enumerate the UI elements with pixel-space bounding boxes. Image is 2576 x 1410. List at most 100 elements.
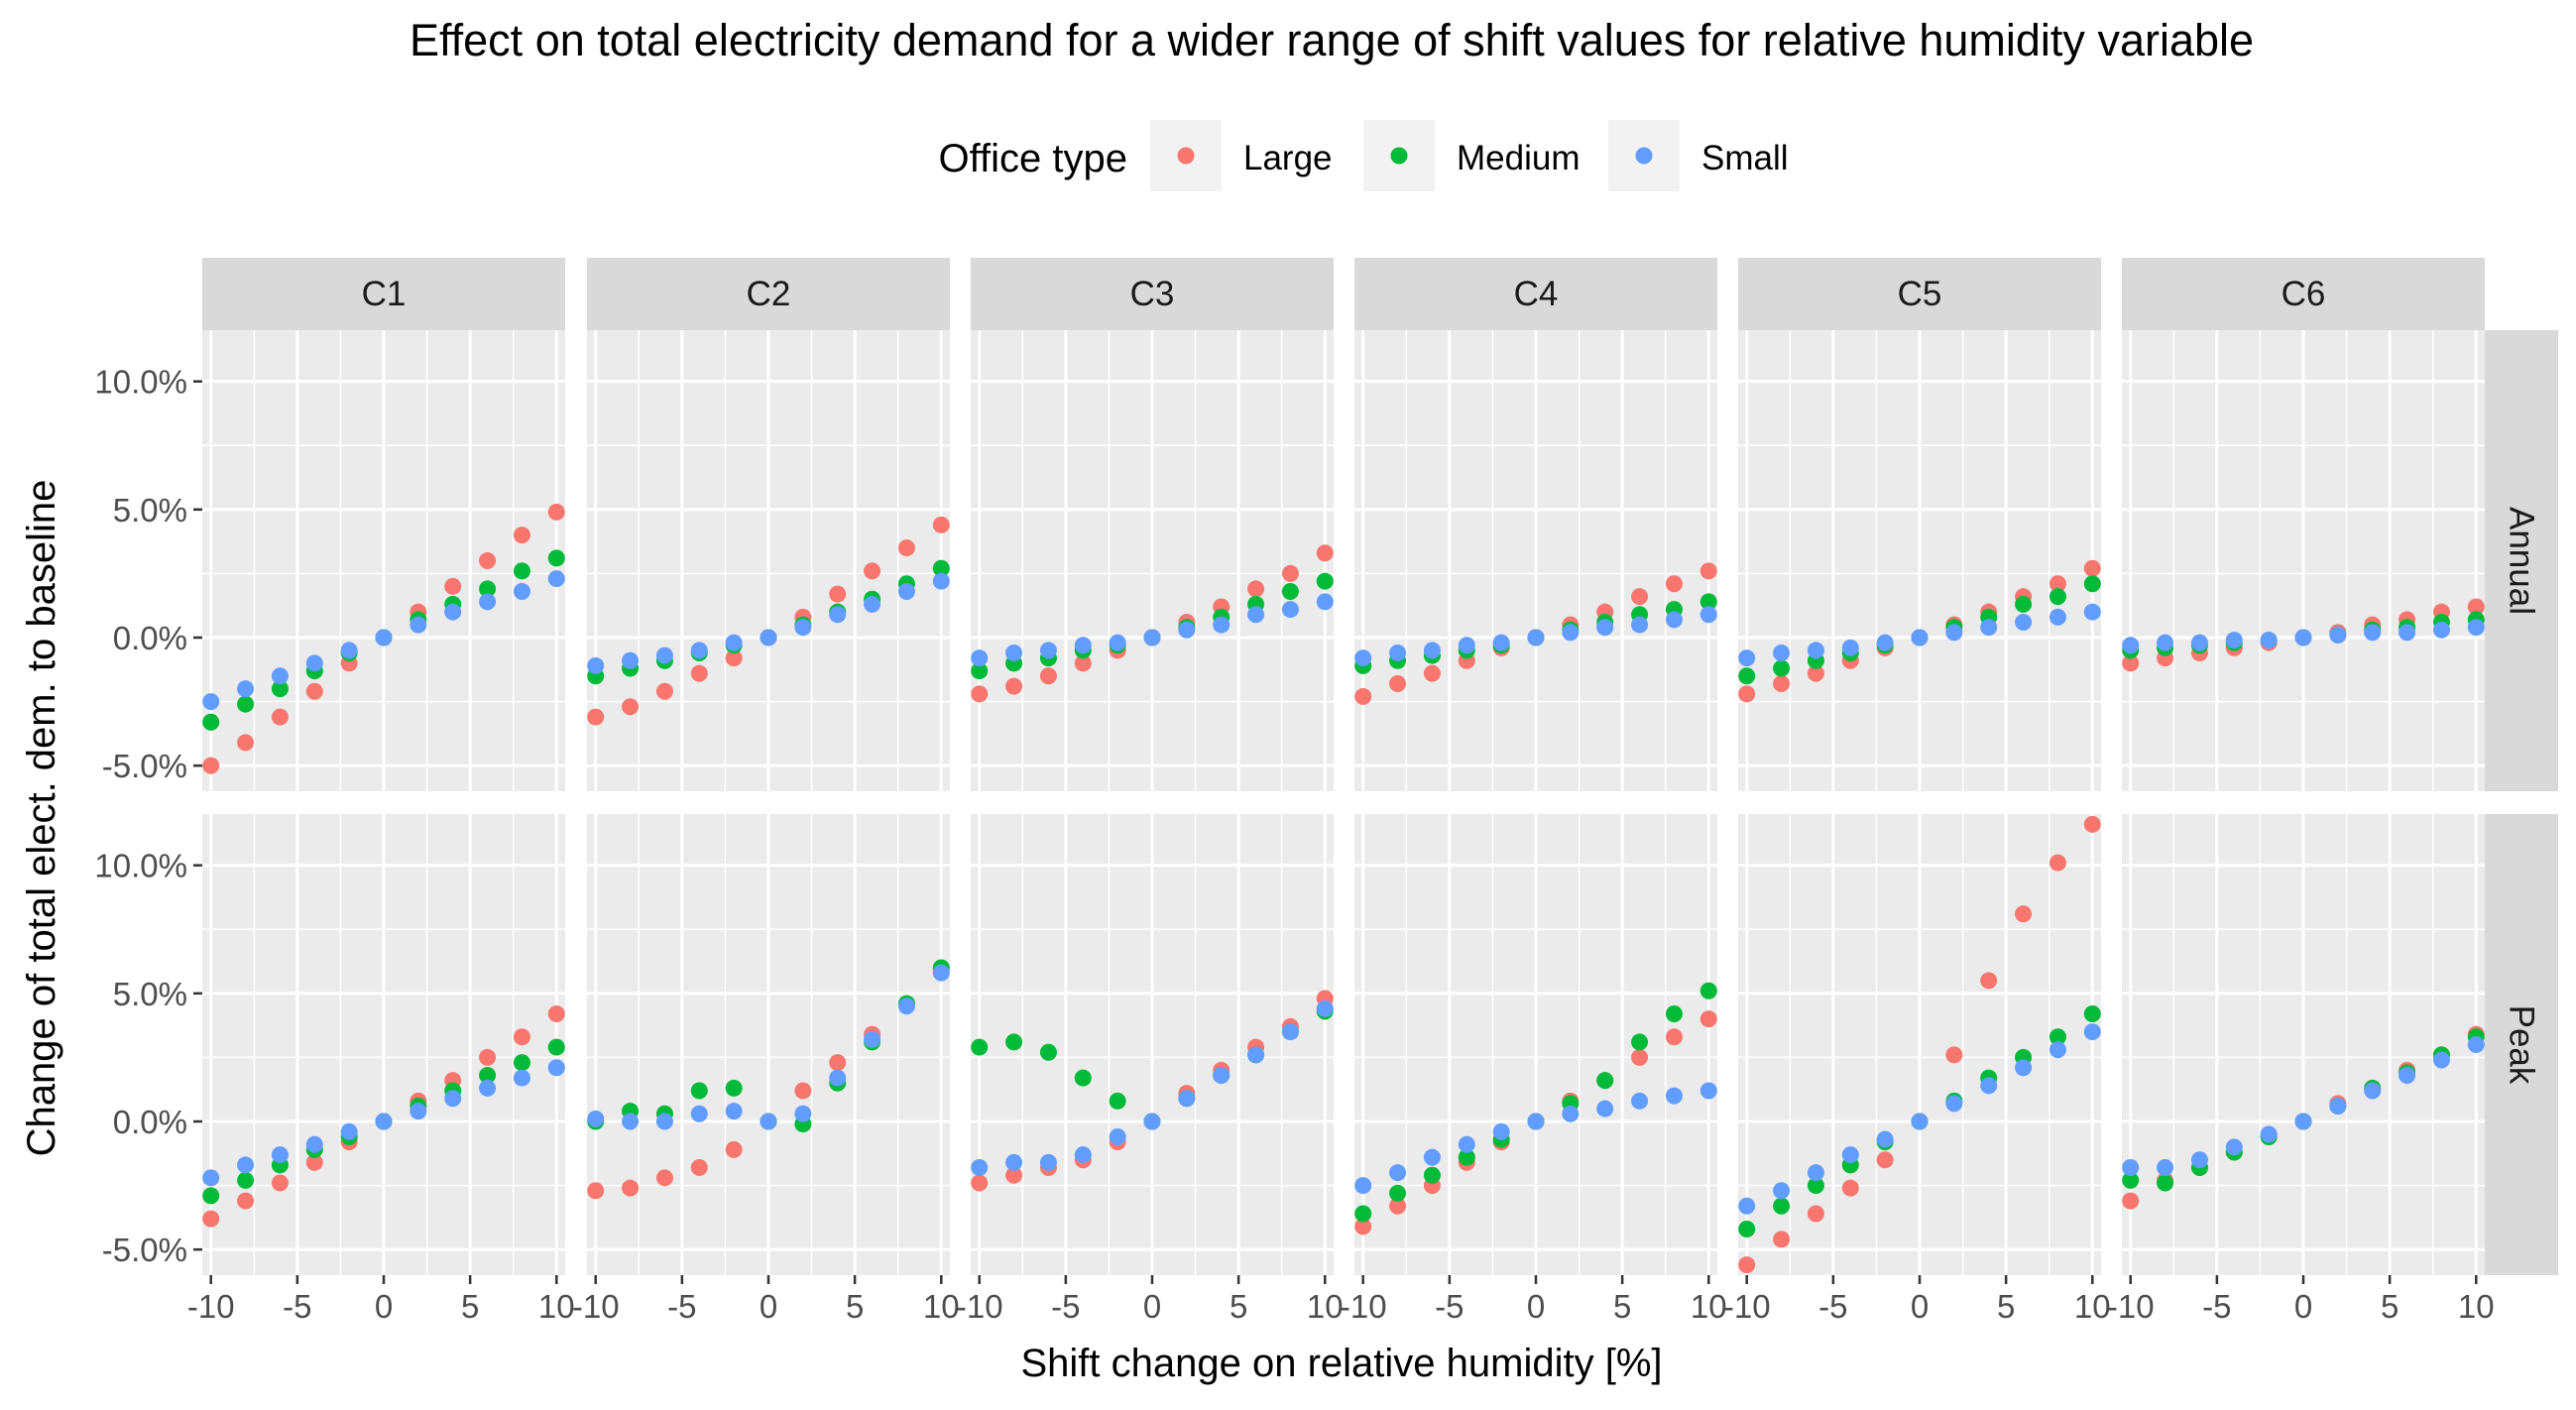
- data-point: [794, 619, 812, 637]
- y-tick-label: 5.0%: [113, 492, 187, 529]
- legend-item-small: Small: [1608, 120, 1789, 191]
- data-point: [897, 539, 915, 557]
- data-point: [237, 1171, 255, 1189]
- data-point: [2083, 1005, 2101, 1022]
- x-tick-label: -5: [1051, 1288, 1080, 1325]
- data-point: [1665, 611, 1683, 629]
- data-point: [2432, 621, 2450, 639]
- data-point: [1911, 629, 1929, 646]
- data-point: [271, 708, 289, 726]
- data-point: [725, 1140, 743, 1158]
- series-small-annual-c6: [2122, 619, 2485, 654]
- data-point: [1005, 677, 1023, 695]
- data-point: [1527, 1113, 1545, 1130]
- y-tick-label: 5.0%: [113, 976, 187, 1012]
- data-point: [1143, 1113, 1161, 1130]
- data-point: [2015, 595, 2033, 613]
- data-point: [932, 572, 950, 590]
- data-point: [1178, 1090, 1196, 1108]
- x-tick-label: 0: [2294, 1288, 2312, 1325]
- data-point: [1841, 1179, 1859, 1197]
- strip-label: C2: [747, 275, 791, 313]
- y-tick-label: -5.0%: [102, 1232, 187, 1268]
- strip-c6: C6: [2122, 258, 2485, 330]
- data-point: [1109, 1092, 1126, 1110]
- data-point: [2083, 559, 2101, 577]
- x-tick-label: 10: [538, 1288, 575, 1325]
- x-tick-label: 5: [1613, 1288, 1631, 1325]
- y-axis-label: Change of total elect. dem. to baseline: [20, 480, 63, 1157]
- data-point: [1005, 1166, 1023, 1184]
- data-point: [1807, 1164, 1824, 1182]
- data-point: [1247, 1046, 1265, 1064]
- panel-peak-c2: [587, 814, 950, 1275]
- strip-annual: Annual: [2485, 330, 2558, 791]
- x-axis-label: Shift change on relative humidity [%]: [1020, 1342, 1662, 1385]
- data-point: [2157, 634, 2174, 651]
- data-point: [829, 606, 847, 624]
- data-point: [1247, 580, 1265, 598]
- strip-c4: C4: [1354, 258, 1717, 330]
- data-point: [971, 1174, 989, 1192]
- x-tick-label: -10: [2107, 1288, 2155, 1325]
- x-tick-label: -5: [1818, 1288, 1847, 1325]
- data-point: [1945, 1046, 1963, 1064]
- data-point: [2083, 1023, 2101, 1041]
- data-point: [1562, 1105, 1580, 1122]
- data-point: [2399, 624, 2416, 642]
- legend-item-medium: Medium: [1363, 120, 1580, 191]
- data-point: [794, 1105, 812, 1122]
- data-point: [1807, 642, 1824, 659]
- data-point: [2015, 1059, 2033, 1077]
- strip-c5: C5: [1738, 258, 2101, 330]
- data-point: [690, 1082, 708, 1100]
- data-point: [1492, 634, 1510, 651]
- data-point: [1389, 645, 1407, 661]
- data-point: [932, 964, 950, 982]
- data-point: [725, 1103, 743, 1120]
- data-point: [1773, 1197, 1791, 1215]
- data-point: [1738, 685, 1756, 703]
- series-small-peak-c1: [202, 1059, 565, 1187]
- x-tick-label: 0: [760, 1288, 777, 1325]
- data-point: [479, 1079, 497, 1097]
- data-point: [2190, 1151, 2208, 1169]
- data-point: [2083, 815, 2101, 833]
- data-point: [1773, 645, 1791, 661]
- data-point: [1773, 659, 1791, 677]
- data-point: [864, 595, 881, 613]
- data-point: [1631, 1033, 1649, 1051]
- strip-c3: C3: [971, 258, 1334, 330]
- data-point: [1423, 1166, 1441, 1184]
- x-tick-label: 5: [846, 1288, 864, 1325]
- chart-title: Effect on total electricity demand for a…: [410, 15, 2254, 65]
- data-point: [305, 682, 323, 700]
- strip-label: C5: [1898, 275, 1942, 313]
- x-tick-label: 10: [923, 1288, 960, 1325]
- x-tick-label: 10: [2074, 1288, 2111, 1325]
- x-tick-label: 5: [1229, 1288, 1247, 1325]
- panel-peak-c3: [971, 814, 1334, 1275]
- data-point: [375, 1113, 393, 1130]
- data-point: [410, 1103, 427, 1120]
- data-point: [1316, 572, 1334, 590]
- data-point: [202, 713, 220, 731]
- strip-bg: [2485, 330, 2558, 791]
- data-point: [1005, 1153, 1023, 1171]
- data-point: [1178, 621, 1196, 639]
- data-point: [1039, 667, 1057, 685]
- data-point: [2467, 1036, 2485, 1053]
- data-point: [2432, 1051, 2450, 1069]
- legend-item-large: Large: [1150, 120, 1333, 191]
- x-tick-label: -5: [2202, 1288, 2231, 1325]
- data-point: [1281, 564, 1299, 582]
- strip-bg: [2122, 258, 2485, 330]
- data-point: [237, 1192, 255, 1210]
- data-point: [1665, 1028, 1683, 1046]
- data-point: [2364, 624, 2382, 642]
- data-point: [202, 757, 220, 774]
- data-point: [2467, 598, 2485, 616]
- data-point: [1876, 1130, 1894, 1148]
- x-tick-label: -5: [1435, 1288, 1464, 1325]
- strip-label: Annual: [2503, 507, 2541, 615]
